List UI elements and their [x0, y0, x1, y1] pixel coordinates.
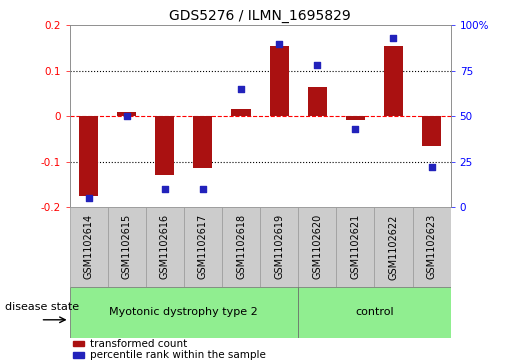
- Point: [351, 126, 359, 132]
- Bar: [184, 207, 222, 287]
- Point: [199, 186, 207, 192]
- Bar: [374, 207, 413, 287]
- Text: GSM1102622: GSM1102622: [388, 214, 399, 280]
- Bar: [70, 287, 298, 338]
- Bar: [79, 116, 98, 196]
- Bar: [73, 341, 84, 346]
- Text: control: control: [355, 307, 394, 317]
- Bar: [222, 207, 260, 287]
- Bar: [194, 116, 213, 168]
- Bar: [298, 207, 336, 287]
- Bar: [108, 207, 146, 287]
- Point: [275, 41, 283, 46]
- Point: [161, 186, 169, 192]
- Point: [237, 86, 245, 92]
- Bar: [413, 207, 451, 287]
- Text: disease state: disease state: [5, 302, 79, 312]
- Point: [123, 113, 131, 119]
- Text: GSM1102621: GSM1102621: [350, 214, 360, 280]
- Text: GSM1102623: GSM1102623: [426, 214, 437, 280]
- Title: GDS5276 / ILMN_1695829: GDS5276 / ILMN_1695829: [169, 9, 351, 23]
- Text: GSM1102617: GSM1102617: [198, 214, 208, 280]
- Point: [313, 62, 321, 68]
- Bar: [346, 116, 365, 120]
- Bar: [336, 207, 374, 287]
- Text: percentile rank within the sample: percentile rank within the sample: [91, 350, 266, 360]
- Point: [84, 195, 93, 201]
- Text: GSM1102618: GSM1102618: [236, 214, 246, 280]
- Bar: [298, 287, 451, 338]
- Point: [427, 164, 436, 170]
- Text: transformed count: transformed count: [91, 339, 188, 349]
- Bar: [70, 207, 108, 287]
- Text: GSM1102620: GSM1102620: [312, 214, 322, 280]
- Text: GSM1102615: GSM1102615: [122, 214, 132, 280]
- Bar: [422, 116, 441, 146]
- Bar: [117, 112, 136, 116]
- Point: [389, 35, 398, 41]
- Bar: [384, 46, 403, 116]
- Text: GSM1102619: GSM1102619: [274, 214, 284, 280]
- Bar: [308, 87, 327, 116]
- Text: GSM1102616: GSM1102616: [160, 214, 170, 280]
- Bar: [156, 116, 175, 175]
- Bar: [73, 352, 84, 358]
- Bar: [260, 207, 298, 287]
- Bar: [232, 109, 251, 116]
- Bar: [270, 46, 289, 116]
- Text: Myotonic dystrophy type 2: Myotonic dystrophy type 2: [110, 307, 258, 317]
- Text: GSM1102614: GSM1102614: [83, 214, 94, 280]
- Bar: [146, 207, 184, 287]
